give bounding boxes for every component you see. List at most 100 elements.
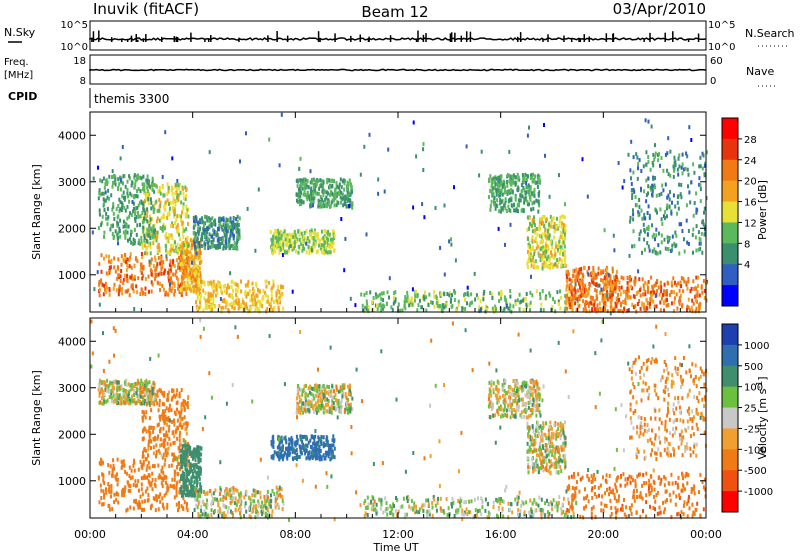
power-ytick-label: 3000 (58, 176, 86, 189)
power-cell (195, 278, 198, 283)
power-cell (289, 244, 292, 249)
power-cell (177, 197, 180, 202)
power-cell (444, 304, 447, 309)
velocity-cell (147, 428, 150, 433)
power-cell (658, 192, 661, 197)
power-cell (536, 180, 539, 185)
power-cell (282, 285, 284, 290)
power-cell (194, 284, 197, 289)
power-cell (517, 175, 520, 180)
power-cell (561, 221, 564, 226)
velocity-cell (145, 410, 148, 415)
power-cell (327, 237, 330, 242)
velocity-cell (125, 390, 128, 395)
power-cell (222, 237, 225, 242)
power-cell (100, 253, 103, 258)
power-cell (508, 179, 511, 184)
power-cell (528, 303, 531, 307)
power-cell (554, 244, 557, 249)
velocity-cell (178, 434, 181, 438)
velocity-cell (269, 501, 272, 506)
velocity-cell (136, 502, 139, 507)
velocity-cell (143, 507, 146, 512)
velocity-cell (260, 509, 263, 514)
power-cell (171, 200, 174, 205)
power-cell (226, 218, 229, 223)
power-cell (160, 267, 163, 272)
power-cell (199, 304, 202, 309)
power-cell (128, 174, 131, 179)
power-cell (132, 206, 135, 211)
power-cell (165, 248, 168, 253)
power-cell (703, 172, 706, 177)
power-cell (123, 205, 126, 210)
velocity-cell (100, 496, 103, 500)
velocity-cell (143, 448, 146, 452)
velocity-cell (163, 402, 166, 407)
power-cell (584, 283, 587, 288)
power-cell (321, 204, 324, 209)
power-cell (157, 242, 160, 247)
velocity-cell (112, 393, 115, 398)
power-cell (450, 297, 453, 302)
power-cell (528, 226, 531, 231)
power-cell (595, 282, 598, 287)
power-cell (537, 192, 540, 196)
power-cell (564, 228, 567, 233)
power-cell (130, 213, 133, 217)
velocity-cell (198, 488, 201, 493)
velocity-cell (133, 383, 136, 388)
power-cell (622, 289, 625, 294)
power-cell (275, 293, 278, 298)
power-cell (300, 241, 303, 246)
velocity-cell (106, 398, 109, 403)
power-cell (649, 301, 651, 306)
power-cell (480, 149, 483, 154)
power-cell (453, 298, 456, 302)
power-cell (187, 275, 190, 280)
power-cell (676, 306, 679, 311)
power-cell (167, 189, 170, 194)
power-colorbar-bin (722, 138, 738, 161)
velocity-cell (186, 486, 189, 491)
power-cell (653, 290, 656, 295)
velocity-cell (126, 397, 129, 402)
velocity-cell (177, 410, 180, 415)
power-cell (169, 285, 171, 290)
power-cell (466, 301, 468, 306)
velocity-cell (175, 392, 178, 397)
power-cell (595, 307, 598, 312)
power-cell (632, 155, 635, 160)
power-cell (177, 286, 180, 291)
velocity-cell (160, 476, 163, 481)
power-cell (339, 177, 342, 182)
velocity-cell (116, 482, 119, 487)
power-cell (501, 184, 504, 189)
power-cell (130, 183, 133, 188)
power-cell (317, 198, 320, 203)
power-cell (345, 204, 348, 209)
power-cell (305, 195, 308, 199)
power-cell (169, 248, 172, 253)
power-cell (560, 258, 563, 263)
power-cell (196, 236, 199, 241)
power-cell (628, 278, 631, 283)
power-cell (310, 201, 313, 206)
power-cell (511, 189, 514, 194)
power-cell (266, 299, 269, 304)
power-cell (587, 304, 590, 308)
power-cell (113, 217, 116, 222)
power-cell (503, 295, 506, 300)
velocity-cell (149, 390, 152, 395)
power-cell (338, 185, 341, 190)
power-cell (318, 186, 321, 191)
power-cell (114, 177, 117, 182)
power-cell (675, 292, 678, 297)
power-cell (270, 289, 273, 294)
power-cell (655, 227, 658, 232)
velocity-cell (122, 489, 125, 494)
power-cell (493, 195, 496, 200)
velocity-cell (190, 454, 193, 458)
velocity-cell (118, 393, 121, 398)
power-cell (164, 243, 167, 248)
